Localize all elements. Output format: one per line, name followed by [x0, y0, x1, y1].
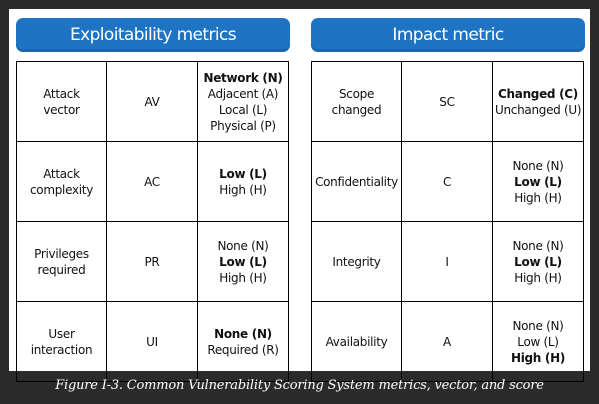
metric-abbreviation: C — [401, 141, 493, 222]
metric-value: None (N) — [512, 318, 564, 333]
metric-value: Local (L) — [218, 102, 268, 117]
metric-row: Attack vector AV Network (N) Adjacent (A) Loc… — [16, 61, 289, 142]
selected-metric-value: High (H) — [510, 350, 566, 365]
impact-table: Scope changed SC Changed (C) Unchanged (U) Co… — [311, 61, 584, 382]
metric-name-line: Availability — [325, 334, 388, 349]
metric-value: High (H) — [219, 182, 267, 197]
metric-value: High (H) — [514, 190, 562, 205]
metric-value: Unchanged (U) — [495, 102, 582, 117]
metric-abbreviation: PR — [106, 221, 198, 302]
selected-metric-value: None (N) — [214, 326, 272, 341]
selected-metric-value: Low (L) — [219, 254, 267, 269]
metric-value: Low (L) — [517, 334, 559, 349]
metric-name: User interaction — [16, 301, 107, 382]
metric-row: Integrity I None (N) Low (L) High (H) — [311, 221, 584, 302]
metric-row: Privileges required PR None (N) Low (L) High … — [16, 221, 289, 302]
metric-values: None (N) Low (L) High (H) — [492, 141, 584, 222]
impact-rows: Scope changed SC Changed (C) Unchanged (U) Co… — [311, 61, 584, 382]
metric-name-line: Attack — [43, 86, 80, 101]
selected-metric-value: Low (L) — [514, 174, 562, 189]
metric-name: Integrity — [311, 221, 402, 302]
metric-name: Attack vector — [16, 61, 107, 142]
metric-name-line: Privileges — [34, 246, 89, 261]
metric-values: Network (N) Adjacent (A) Local (L) Physical… — [197, 61, 289, 142]
exploitability-panel: Exploitability metrics Attack vector AV Net… — [16, 18, 290, 382]
metric-abbreviation: AV — [106, 61, 198, 142]
metric-row: Confidentiality C None (N) Low (L) High (H) — [311, 141, 584, 222]
metric-values: None (N) Required (R) — [197, 301, 289, 382]
metric-row: User interaction UI None (N) Required (R) — [16, 301, 289, 382]
exploitability-table: Attack vector AV Network (N) Adjacent (A) Loc… — [16, 61, 289, 382]
metric-value: None (N) — [217, 238, 269, 253]
metric-name: Privileges required — [16, 221, 107, 302]
metric-name: Confidentiality — [311, 141, 402, 222]
metric-value: None (N) — [512, 158, 564, 173]
metric-name-line: Scope — [338, 86, 375, 101]
metric-values: Low (L) High (H) — [197, 141, 289, 222]
impact-panel: Impact metric Scope changed SC Changed (C) U… — [311, 18, 585, 382]
metric-value: High (H) — [514, 270, 562, 285]
selected-metric-value: Changed (C) — [498, 86, 578, 101]
selected-metric-value: Low (L) — [219, 166, 267, 181]
exploitability-rows: Attack vector AV Network (N) Adjacent (A) Loc… — [16, 61, 289, 382]
metric-name-line: Confidentiality — [315, 174, 398, 189]
metric-value: Physical (P) — [210, 118, 276, 133]
metric-abbreviation: AC — [106, 141, 198, 222]
metric-values: None (N) Low (L) High (H) — [197, 221, 289, 302]
cvss-figure: Exploitability metrics Attack vector AV Net… — [9, 9, 590, 382]
metric-name-line: User — [48, 326, 75, 341]
figure-caption: Figure I-3. Common Vulnerability Scoring… — [55, 378, 544, 393]
selected-metric-value: Low (L) — [514, 254, 562, 269]
metric-name: Attack complexity — [16, 141, 107, 222]
metric-name-line: required — [37, 262, 86, 277]
metric-value: High (H) — [219, 270, 267, 285]
metric-abbreviation: UI — [106, 301, 198, 382]
metric-values: Changed (C) Unchanged (U) — [492, 61, 584, 142]
exploitability-header: Exploitability metrics — [16, 18, 290, 52]
metric-row: Availability A None (N) Low (L) High (H) — [311, 301, 584, 382]
metric-row: Scope changed SC Changed (C) Unchanged (U) — [311, 61, 584, 142]
metric-name: Scope changed — [311, 61, 402, 142]
metric-name-line: complexity — [30, 182, 93, 197]
metric-abbreviation: SC — [401, 61, 493, 142]
metric-name: Availability — [311, 301, 402, 382]
metric-name-line: changed — [331, 102, 382, 117]
metric-name-line: Attack — [43, 166, 80, 181]
metric-abbreviation: A — [401, 301, 493, 382]
metric-value: Adjacent (A) — [207, 86, 279, 101]
metric-values: None (N) Low (L) High (H) — [492, 301, 584, 382]
metric-value: Required (R) — [207, 342, 279, 357]
metric-abbreviation: I — [401, 221, 493, 302]
metric-values: None (N) Low (L) High (H) — [492, 221, 584, 302]
impact-header: Impact metric — [311, 18, 585, 52]
metric-name-line: Integrity — [332, 254, 381, 269]
metric-row: Attack complexity AC Low (L) High (H) — [16, 141, 289, 222]
metric-value: None (N) — [512, 238, 564, 253]
selected-metric-value: Network (N) — [203, 70, 283, 85]
metric-name-line: interaction — [30, 342, 93, 357]
metric-name-line: vector — [43, 102, 80, 117]
